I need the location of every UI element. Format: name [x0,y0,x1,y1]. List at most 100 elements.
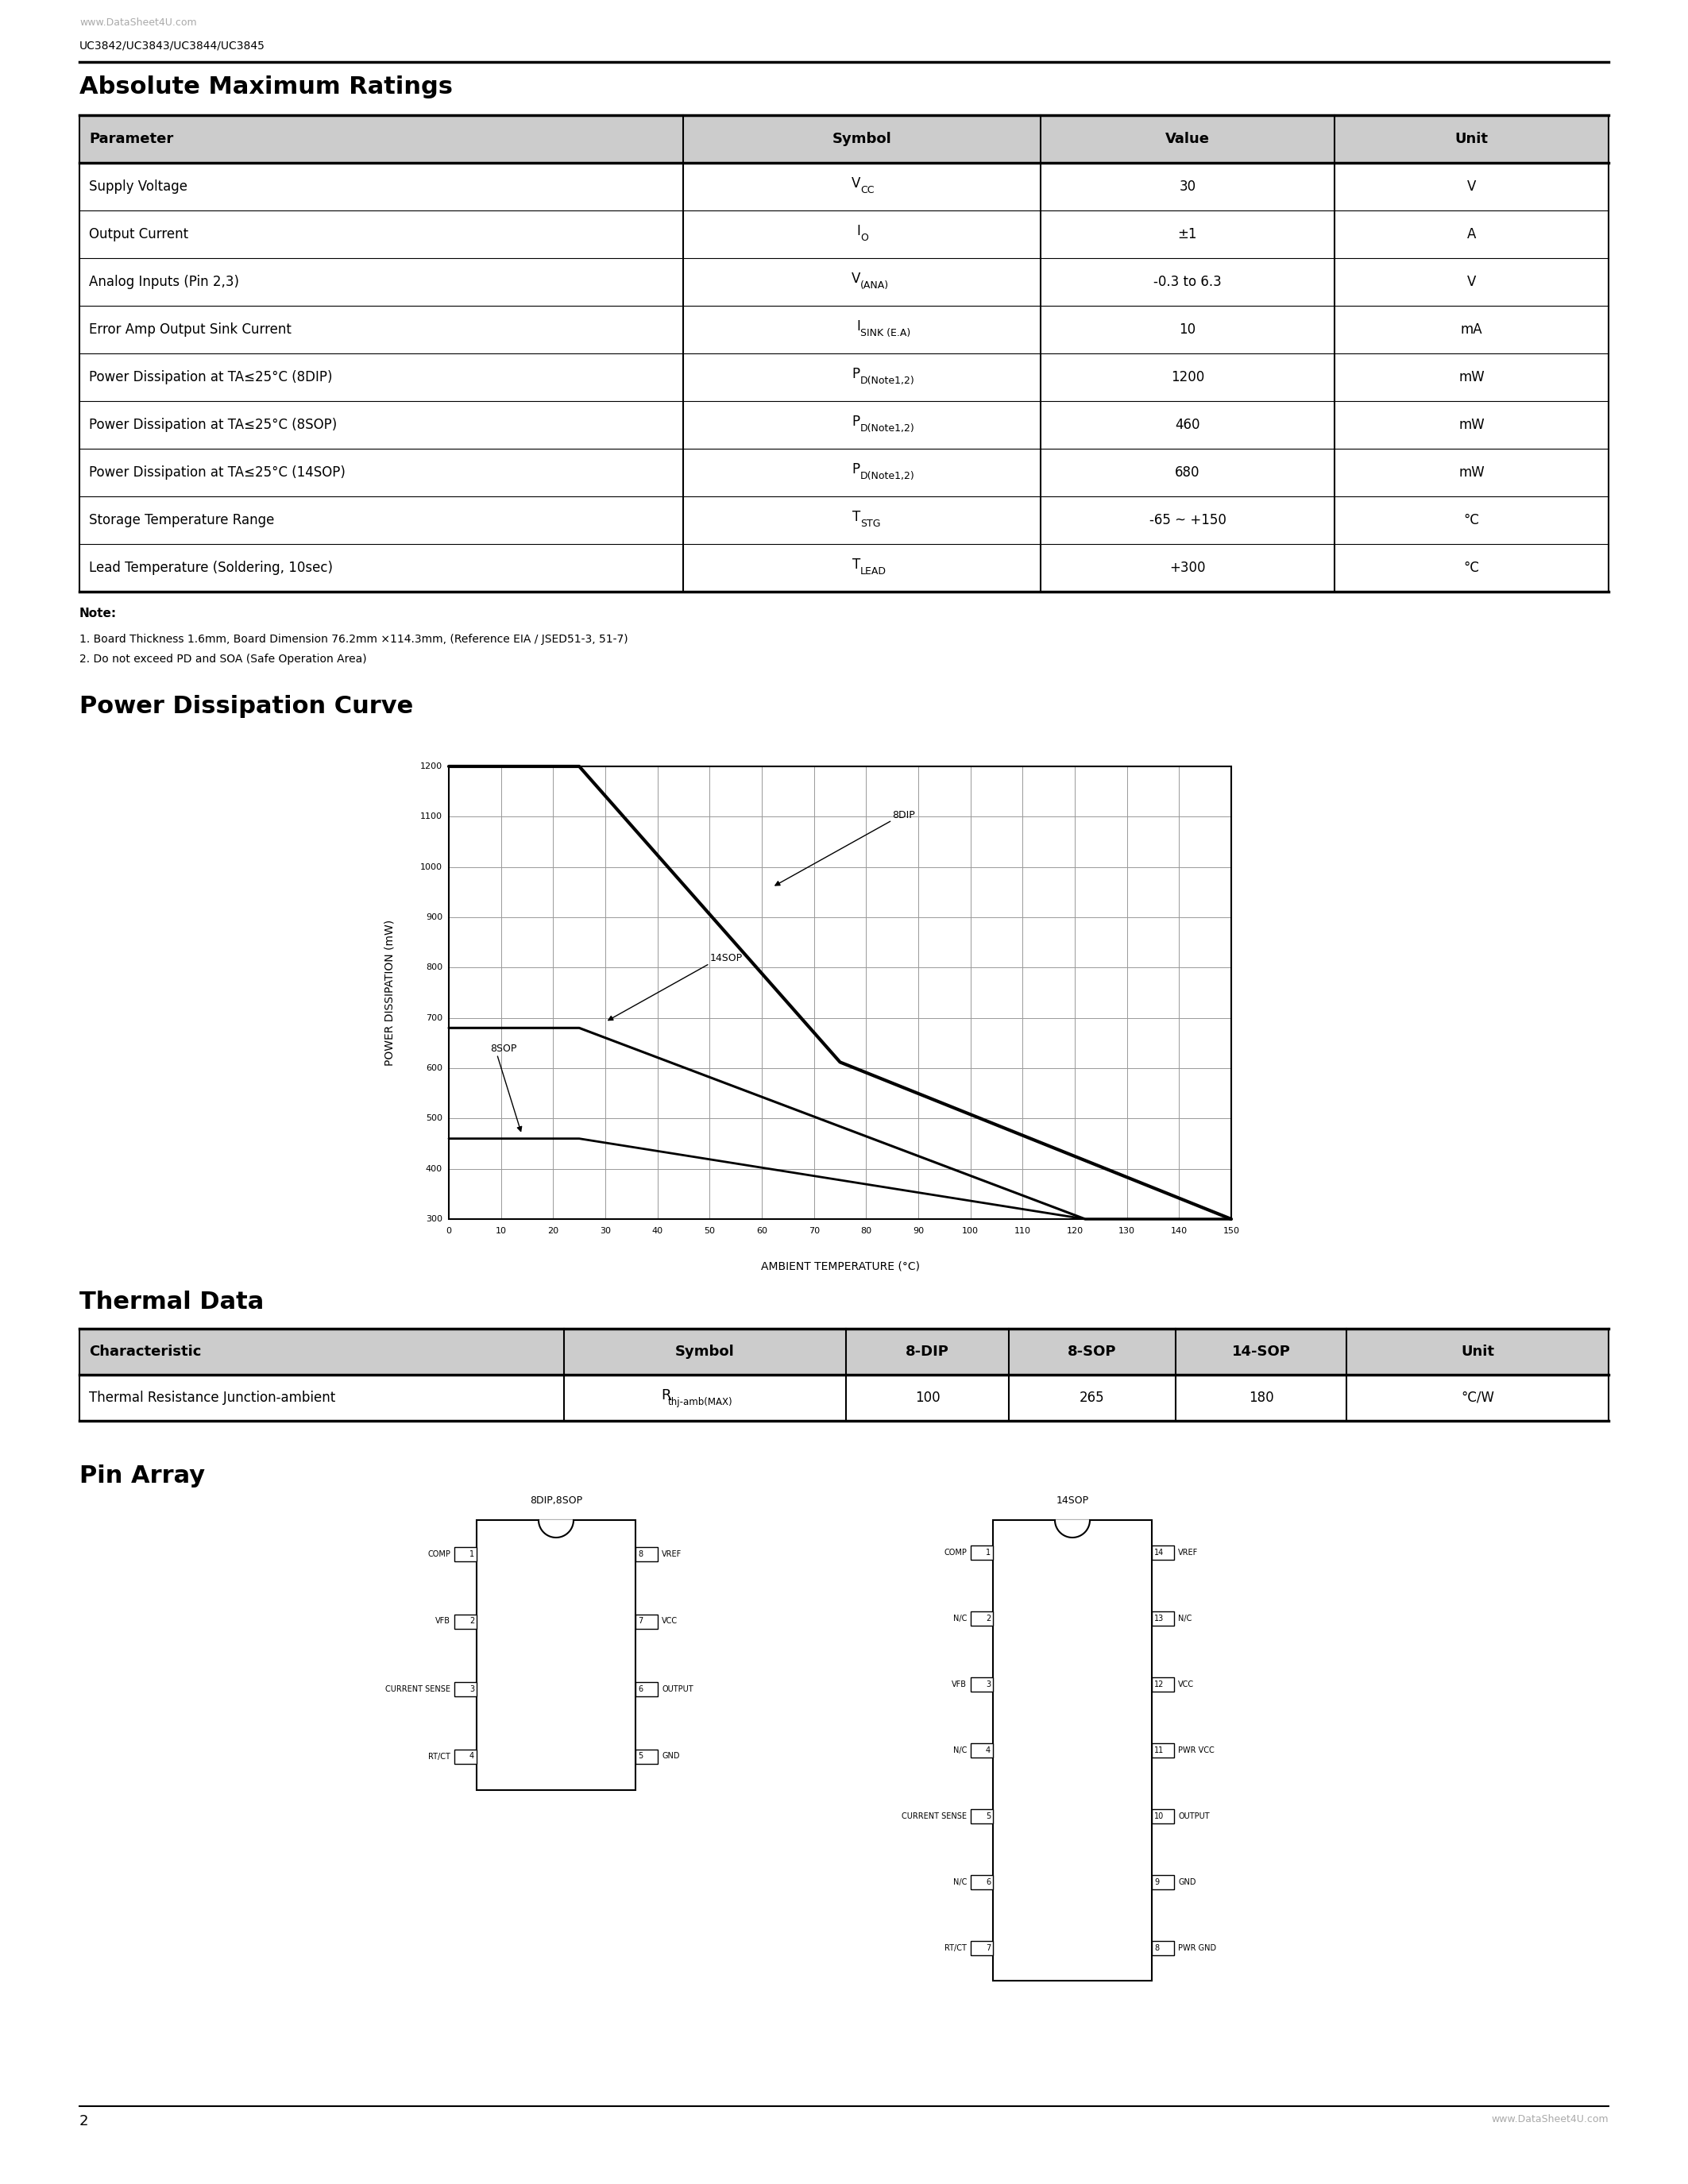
Bar [1151,1808,1175,1824]
Text: Supply Voltage: Supply Voltage [89,179,187,194]
Bar [79,1328,1609,1422]
Text: Analog Inputs (Pin 2,3): Analog Inputs (Pin 2,3) [89,275,240,288]
Text: 120: 120 [1067,1227,1084,1234]
Text: Note:: Note: [79,607,116,620]
Text: 2. Do not exceed PD and SOA (Safe Operation Area): 2. Do not exceed PD and SOA (Safe Operat… [79,653,366,664]
Text: 7: 7 [638,1618,643,1625]
Text: 8DIP: 8DIP [893,810,915,821]
Text: 8DIP,8SOP: 8DIP,8SOP [530,1496,582,1505]
Text: Power Dissipation at TA≤25°C (14SOP): Power Dissipation at TA≤25°C (14SOP) [89,465,346,480]
Text: (ANA): (ANA) [861,280,890,290]
Text: thj-amb(MAX): thj-amb(MAX) [668,1396,733,1406]
Text: V: V [851,177,861,190]
Text: 4: 4 [469,1752,474,1760]
Text: GND: GND [1178,1878,1195,1887]
Text: 1: 1 [986,1548,991,1557]
Text: 8: 8 [638,1551,643,1557]
Text: D(Note1,2): D(Note1,2) [861,470,915,480]
Text: 30: 30 [1180,179,1195,194]
Bar [1151,1874,1175,1889]
Text: VFB: VFB [436,1618,451,1625]
Text: Symbol: Symbol [832,131,891,146]
Text: VCC: VCC [1178,1682,1193,1688]
Bar [1151,1612,1175,1625]
Text: 180: 180 [1249,1391,1274,1404]
Text: 460: 460 [1175,417,1200,432]
Text: 1200: 1200 [420,762,442,771]
Text: 4: 4 [986,1747,991,1754]
Text: °C: °C [1463,561,1479,574]
Text: Error Amp Output Sink Current: Error Amp Output Sink Current [89,323,292,336]
Text: 7: 7 [986,1944,991,1952]
Text: Thermal Resistance Junction-ambient: Thermal Resistance Junction-ambient [89,1391,336,1404]
Text: 14SOP: 14SOP [1057,1496,1089,1505]
Text: P: P [852,367,861,382]
Text: 1: 1 [469,1551,474,1557]
Bar [1151,1546,1175,1559]
Text: Power Dissipation at TA≤25°C (8DIP): Power Dissipation at TA≤25°C (8DIP) [89,369,333,384]
Text: 13: 13 [1155,1614,1165,1623]
Text: COMP: COMP [427,1551,451,1557]
Text: 400: 400 [425,1164,442,1173]
Text: R: R [662,1389,672,1402]
Bar [971,1808,993,1824]
Text: OUTPUT: OUTPUT [1178,1813,1210,1819]
Text: N/C: N/C [954,1878,967,1887]
Text: Characteristic: Characteristic [89,1345,201,1358]
Text: ±1: ±1 [1178,227,1197,242]
Text: 8: 8 [1155,1944,1160,1952]
Text: O: O [861,232,868,242]
Text: N/C: N/C [954,1614,967,1623]
Text: STG: STG [861,518,881,529]
Text: UC3842/UC3843/UC3844/UC3845: UC3842/UC3843/UC3844/UC3845 [79,39,265,50]
Text: Unit: Unit [1455,131,1489,146]
Text: VREF: VREF [662,1551,682,1557]
Text: RT/CT: RT/CT [945,1944,967,1952]
Text: 60: 60 [756,1227,768,1234]
Bar [993,1520,1151,1981]
Text: GND: GND [662,1752,680,1760]
Text: 30: 30 [599,1227,611,1234]
Text: V: V [851,271,861,286]
Bar [635,1546,658,1562]
Text: Output Current: Output Current [89,227,189,242]
Text: VREF: VREF [1178,1548,1198,1557]
Text: 9: 9 [1155,1878,1160,1887]
Text: 1. Board Thickness 1.6mm, Board Dimension 76.2mm ×114.3mm, (Reference EIA / JSED: 1. Board Thickness 1.6mm, Board Dimensio… [79,633,628,644]
Text: 5: 5 [638,1752,643,1760]
Bar [449,767,1231,1219]
Bar [635,1682,658,1697]
Text: 680: 680 [1175,465,1200,480]
Text: 700: 700 [425,1013,442,1022]
Text: °C: °C [1463,513,1479,526]
Text: 6: 6 [986,1878,991,1887]
Text: 2: 2 [986,1614,991,1623]
Text: 8SOP: 8SOP [491,1044,517,1055]
Text: 10: 10 [1180,323,1195,336]
Text: 100: 100 [962,1227,979,1234]
Text: VCC: VCC [662,1618,677,1625]
Text: T: T [852,557,861,572]
Text: OUTPUT: OUTPUT [662,1684,694,1693]
Text: °C/W: °C/W [1460,1391,1494,1404]
Text: 900: 900 [425,913,442,922]
Text: Thermal Data: Thermal Data [79,1291,263,1313]
Text: V: V [1467,179,1475,194]
Bar [454,1546,476,1562]
Bar [79,1328,1609,1374]
Bar [971,1677,993,1693]
Text: 130: 130 [1119,1227,1136,1234]
Bar [79,116,1609,592]
Bar [454,1749,476,1762]
Text: AMBIENT TEMPERATURE (°C): AMBIENT TEMPERATURE (°C) [761,1260,920,1271]
Text: 140: 140 [1171,1227,1187,1234]
Text: 100: 100 [915,1391,940,1404]
Bar [971,1942,993,1955]
Text: P: P [852,463,861,476]
Text: CURRENT SENSE: CURRENT SENSE [385,1684,451,1693]
Text: 3: 3 [469,1684,474,1693]
Text: Lead Temperature (Soldering, 10sec): Lead Temperature (Soldering, 10sec) [89,561,333,574]
Bar [635,1614,658,1629]
Text: Absolute Maximum Ratings: Absolute Maximum Ratings [79,76,452,98]
Bar [449,767,1231,1219]
